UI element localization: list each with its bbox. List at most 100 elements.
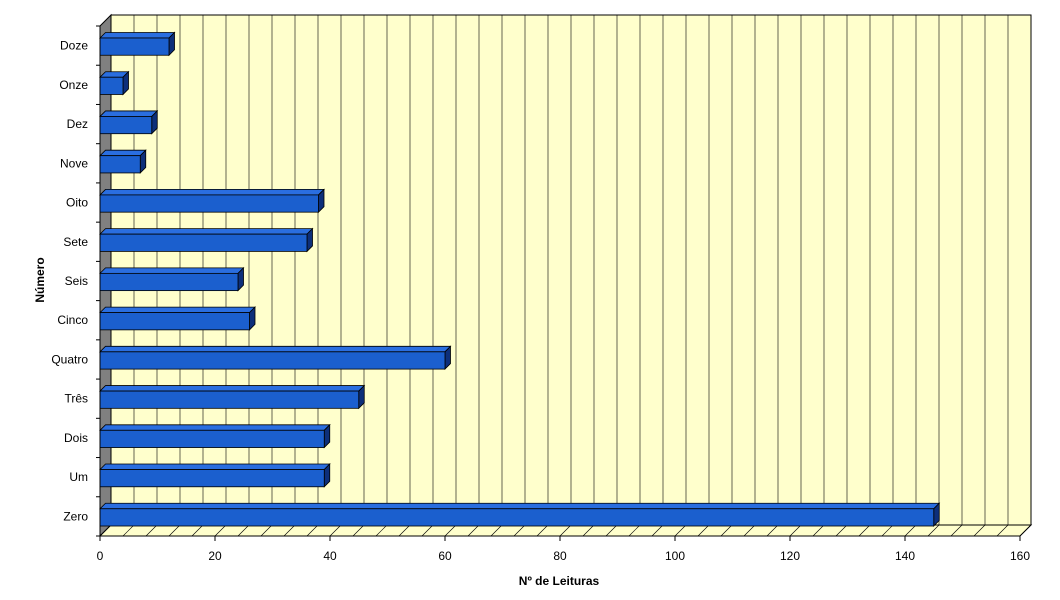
bar-front <box>99 194 319 213</box>
bar-top <box>99 463 331 470</box>
x-tick-label: 0 <box>97 549 104 563</box>
floor-gridline <box>950 524 963 537</box>
x-tick-label: 140 <box>895 549 915 563</box>
x-axis: 0 20 40 60 80 100 120 140 160 <box>97 535 1030 563</box>
floor-gridline <box>605 524 618 537</box>
y-tick-label: Cinco <box>57 313 88 327</box>
bar-front <box>99 272 239 292</box>
x-tick-label: 160 <box>1010 549 1030 563</box>
bar-top <box>99 424 331 431</box>
bar <box>99 149 147 174</box>
y-tick-label: Dez <box>67 117 88 131</box>
bar <box>99 502 941 527</box>
bar-front <box>99 351 446 370</box>
floor-gridline <box>812 524 825 537</box>
bar-front <box>99 469 325 488</box>
y-tick-label: Nove <box>60 156 88 170</box>
floor-gridline <box>214 524 227 537</box>
y-tick-label: Sete <box>63 235 88 249</box>
bar <box>99 266 245 292</box>
bar-front <box>99 508 935 527</box>
bar-front <box>99 429 325 448</box>
bar-top <box>99 385 366 392</box>
x-axis-title: Nº de Leituras <box>519 574 600 588</box>
floor-gridline <box>145 524 158 537</box>
floor-gridline <box>835 524 848 537</box>
floor-gridline <box>237 524 250 537</box>
bar <box>99 70 130 96</box>
x-tick-label: 100 <box>665 549 685 563</box>
y-axis-title: Número <box>33 257 47 302</box>
floor-gridline <box>651 524 664 537</box>
floor-gridline <box>536 524 549 537</box>
bar <box>99 384 366 410</box>
floor-gridline <box>191 524 204 537</box>
floor-gridline <box>766 524 779 537</box>
bar <box>99 345 452 371</box>
floor-gridline <box>467 524 480 537</box>
floor-gridline <box>1019 524 1032 537</box>
bar <box>99 109 159 135</box>
bar <box>99 463 331 488</box>
bar <box>99 31 176 57</box>
bar-top <box>99 110 159 117</box>
floor-gridline <box>260 524 273 537</box>
floor-gridline <box>858 524 871 537</box>
floor-gridline <box>352 524 365 537</box>
bar-front <box>99 155 141 174</box>
bar-top <box>99 306 256 314</box>
floor-gridline <box>559 524 572 537</box>
bar-top <box>99 189 325 196</box>
y-tick-label: Zero <box>63 509 88 523</box>
floor-gridline <box>628 524 641 537</box>
floor-gridline <box>490 524 503 537</box>
y-axis: Zero Um Dois Três Quatro Cinco Seis Sete Oito Nov… <box>51 25 101 537</box>
bar-top <box>99 228 314 235</box>
x-tick-label: 60 <box>438 549 452 563</box>
bar-top <box>99 267 245 274</box>
x-tick-label: 40 <box>323 549 337 563</box>
y-tick-label: Oito <box>66 196 88 210</box>
bar-front <box>99 76 124 95</box>
floor-gridline <box>720 524 733 537</box>
bar-top <box>99 32 176 39</box>
bar-front <box>99 37 170 56</box>
floor-gridline <box>122 524 135 537</box>
bar-front <box>99 233 308 252</box>
floor-gridline <box>283 524 296 537</box>
y-tick-label: Onze <box>59 78 88 92</box>
y-tick-label: Doze <box>60 39 88 53</box>
floor-gridline <box>398 524 411 537</box>
bar-front <box>99 312 250 331</box>
floor-gridline <box>329 524 342 537</box>
floor-gridline <box>168 524 181 537</box>
floor-gridline <box>789 524 802 537</box>
floor-gridline <box>444 524 457 537</box>
bar-top <box>99 502 941 510</box>
floor-gridline <box>904 524 917 537</box>
y-tick-label: Três <box>64 392 88 406</box>
floor-gridline <box>421 524 434 537</box>
y-tick-label: Um <box>69 470 88 484</box>
floor-gridline <box>927 524 940 537</box>
bar <box>99 227 314 253</box>
y-tick-label: Seis <box>65 274 88 288</box>
x-tick-label: 20 <box>208 549 222 563</box>
bar-top <box>99 345 452 353</box>
bar-front <box>99 116 153 135</box>
bar-front <box>99 390 360 409</box>
bar <box>99 423 331 449</box>
floor-gridline <box>674 524 687 537</box>
y-tick-label: Quatro <box>51 352 88 366</box>
x-tick-label: 80 <box>553 549 567 563</box>
floor-gridline <box>881 524 894 537</box>
y-tick-label: Dois <box>64 431 88 445</box>
floor-gridline <box>973 524 986 537</box>
floor-gridline <box>582 524 595 537</box>
bars <box>99 31 941 527</box>
floor-gridline <box>306 524 319 537</box>
floor-gridline <box>743 524 756 537</box>
bar <box>99 306 256 331</box>
floor-gridline <box>375 524 388 537</box>
